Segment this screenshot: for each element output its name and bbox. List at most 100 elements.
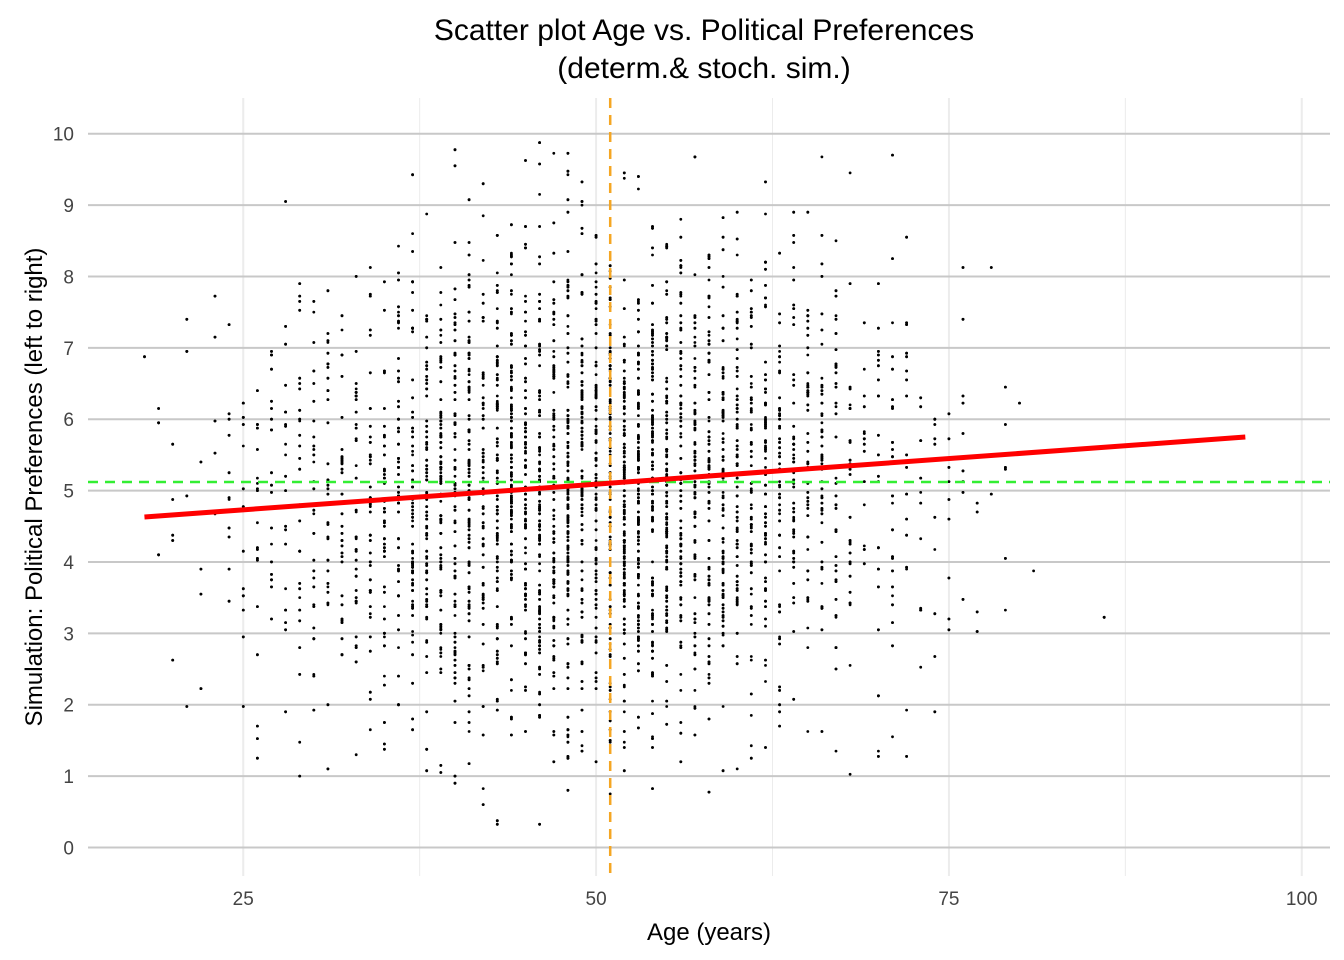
- data-point: [425, 537, 429, 541]
- data-point: [622, 628, 626, 632]
- data-point: [665, 512, 669, 516]
- data-point: [524, 546, 527, 550]
- data-point: [524, 603, 527, 607]
- data-point: [397, 278, 400, 282]
- data-point: [806, 326, 810, 330]
- data-point: [580, 437, 584, 441]
- data-point: [552, 444, 556, 448]
- data-point: [467, 537, 471, 541]
- data-point: [467, 385, 471, 389]
- data-point: [510, 542, 513, 546]
- data-point: [594, 428, 598, 432]
- data-point: [453, 448, 457, 451]
- data-point: [552, 317, 556, 321]
- data-point: [397, 646, 400, 649]
- data-point: [538, 350, 541, 353]
- data-point: [622, 171, 626, 175]
- data-point: [721, 619, 725, 623]
- data-point: [425, 592, 429, 596]
- data-point: [552, 639, 556, 642]
- data-point: [453, 474, 457, 478]
- data-point: [383, 631, 386, 635]
- data-point: [905, 351, 908, 355]
- data-point: [622, 442, 626, 446]
- data-point: [594, 476, 598, 480]
- data-point: [905, 323, 908, 326]
- data-point: [665, 589, 669, 592]
- data-point: [397, 357, 400, 360]
- data-point: [679, 760, 683, 764]
- data-point: [510, 474, 513, 478]
- data-point: [778, 610, 781, 614]
- data-point: [340, 492, 344, 496]
- data-point: [622, 376, 626, 380]
- data-point: [721, 275, 725, 278]
- data-point: [778, 312, 781, 316]
- data-point: [510, 505, 513, 508]
- data-point: [439, 646, 443, 649]
- data-point: [397, 564, 400, 567]
- data-point: [707, 333, 711, 337]
- data-point: [354, 387, 358, 391]
- data-point: [524, 689, 527, 692]
- data-point: [510, 514, 513, 517]
- data-point: [368, 294, 372, 298]
- data-point: [764, 378, 767, 382]
- data-point: [877, 326, 880, 330]
- data-point: [749, 655, 753, 658]
- data-point: [439, 333, 443, 337]
- data-point: [411, 519, 414, 523]
- data-point: [453, 614, 457, 617]
- data-point: [594, 492, 598, 496]
- data-point: [665, 387, 669, 391]
- data-point: [552, 221, 556, 225]
- data-point: [651, 485, 654, 489]
- data-point: [764, 391, 767, 394]
- data-point: [495, 637, 499, 641]
- data-point: [778, 546, 781, 550]
- data-point: [877, 755, 880, 758]
- data-point: [270, 471, 273, 475]
- data-point: [721, 448, 725, 451]
- data-point: [439, 291, 443, 294]
- data-point: [651, 630, 654, 633]
- data-point: [510, 375, 513, 378]
- data-point: [284, 621, 287, 624]
- data-point: [270, 542, 273, 546]
- data-point: [524, 441, 527, 444]
- data-point: [679, 571, 683, 575]
- data-point: [510, 715, 513, 719]
- data-point: [679, 494, 683, 498]
- data-point: [580, 569, 584, 573]
- data-point: [594, 640, 598, 644]
- data-point: [495, 453, 499, 457]
- data-point: [467, 373, 471, 376]
- data-point: [467, 357, 471, 360]
- data-point: [735, 574, 739, 578]
- data-point: [919, 476, 923, 480]
- data-point: [270, 617, 273, 621]
- data-point: [354, 464, 358, 467]
- data-point: [764, 457, 767, 460]
- data-point: [947, 617, 951, 621]
- data-point: [792, 241, 796, 244]
- data-point: [665, 599, 669, 603]
- data-point: [594, 528, 598, 532]
- data-point: [707, 655, 711, 658]
- data-point: [622, 433, 626, 437]
- data-point: [481, 512, 485, 516]
- data-point: [256, 605, 259, 608]
- data-point: [439, 631, 443, 635]
- data-point: [778, 689, 781, 692]
- data-point: [721, 705, 725, 708]
- data-point: [707, 519, 711, 523]
- data-point: [368, 612, 372, 616]
- data-point: [538, 292, 541, 296]
- data-point: [383, 280, 386, 284]
- data-point: [891, 501, 894, 505]
- data-point: [693, 631, 697, 635]
- data-point: [622, 631, 626, 635]
- data-point: [877, 394, 880, 398]
- data-point: [425, 769, 429, 773]
